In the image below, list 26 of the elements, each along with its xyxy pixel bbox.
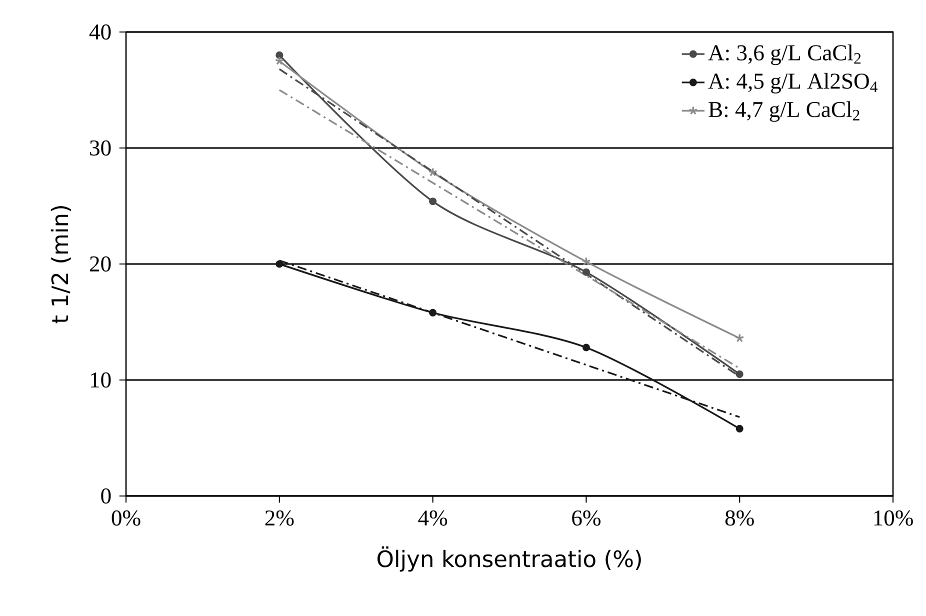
legend-label: A: 3,6 g/L CaCl$_{2}$ — [708, 44, 861, 66]
y-tick-label: 10 — [90, 372, 111, 388]
point — [276, 51, 284, 59]
point — [428, 168, 438, 176]
legend-label: A: 4,5 g/L Al2SO$_{4}$ — [708, 72, 878, 94]
x-tick-label: 10% — [874, 510, 913, 526]
point — [429, 198, 437, 206]
legend-label: B: 4,7 g/L CaCl$_{2}$ — [708, 101, 860, 122]
x-tick-label: 6% — [572, 510, 600, 526]
point — [276, 260, 284, 268]
point — [582, 344, 590, 352]
x-tick-label: 8% — [725, 510, 754, 526]
x-tick-label: 2% — [265, 510, 294, 526]
point — [582, 256, 591, 266]
x-axis-title: Öljyn konsentraatio (%) — [378, 546, 641, 572]
point — [736, 370, 744, 378]
y-tick-label: 40 — [89, 24, 111, 40]
y-tick-label: 20 — [90, 256, 111, 272]
y-tick-label: 0 — [101, 488, 111, 504]
x-tick-label: 4% — [418, 510, 448, 526]
y-axis-title: t 1/2 (min) — [50, 206, 72, 324]
y-tick-label: 30 — [90, 140, 111, 156]
point — [736, 424, 744, 432]
x-tick-label: 0% — [112, 510, 140, 526]
point — [429, 308, 437, 316]
point — [582, 268, 590, 276]
